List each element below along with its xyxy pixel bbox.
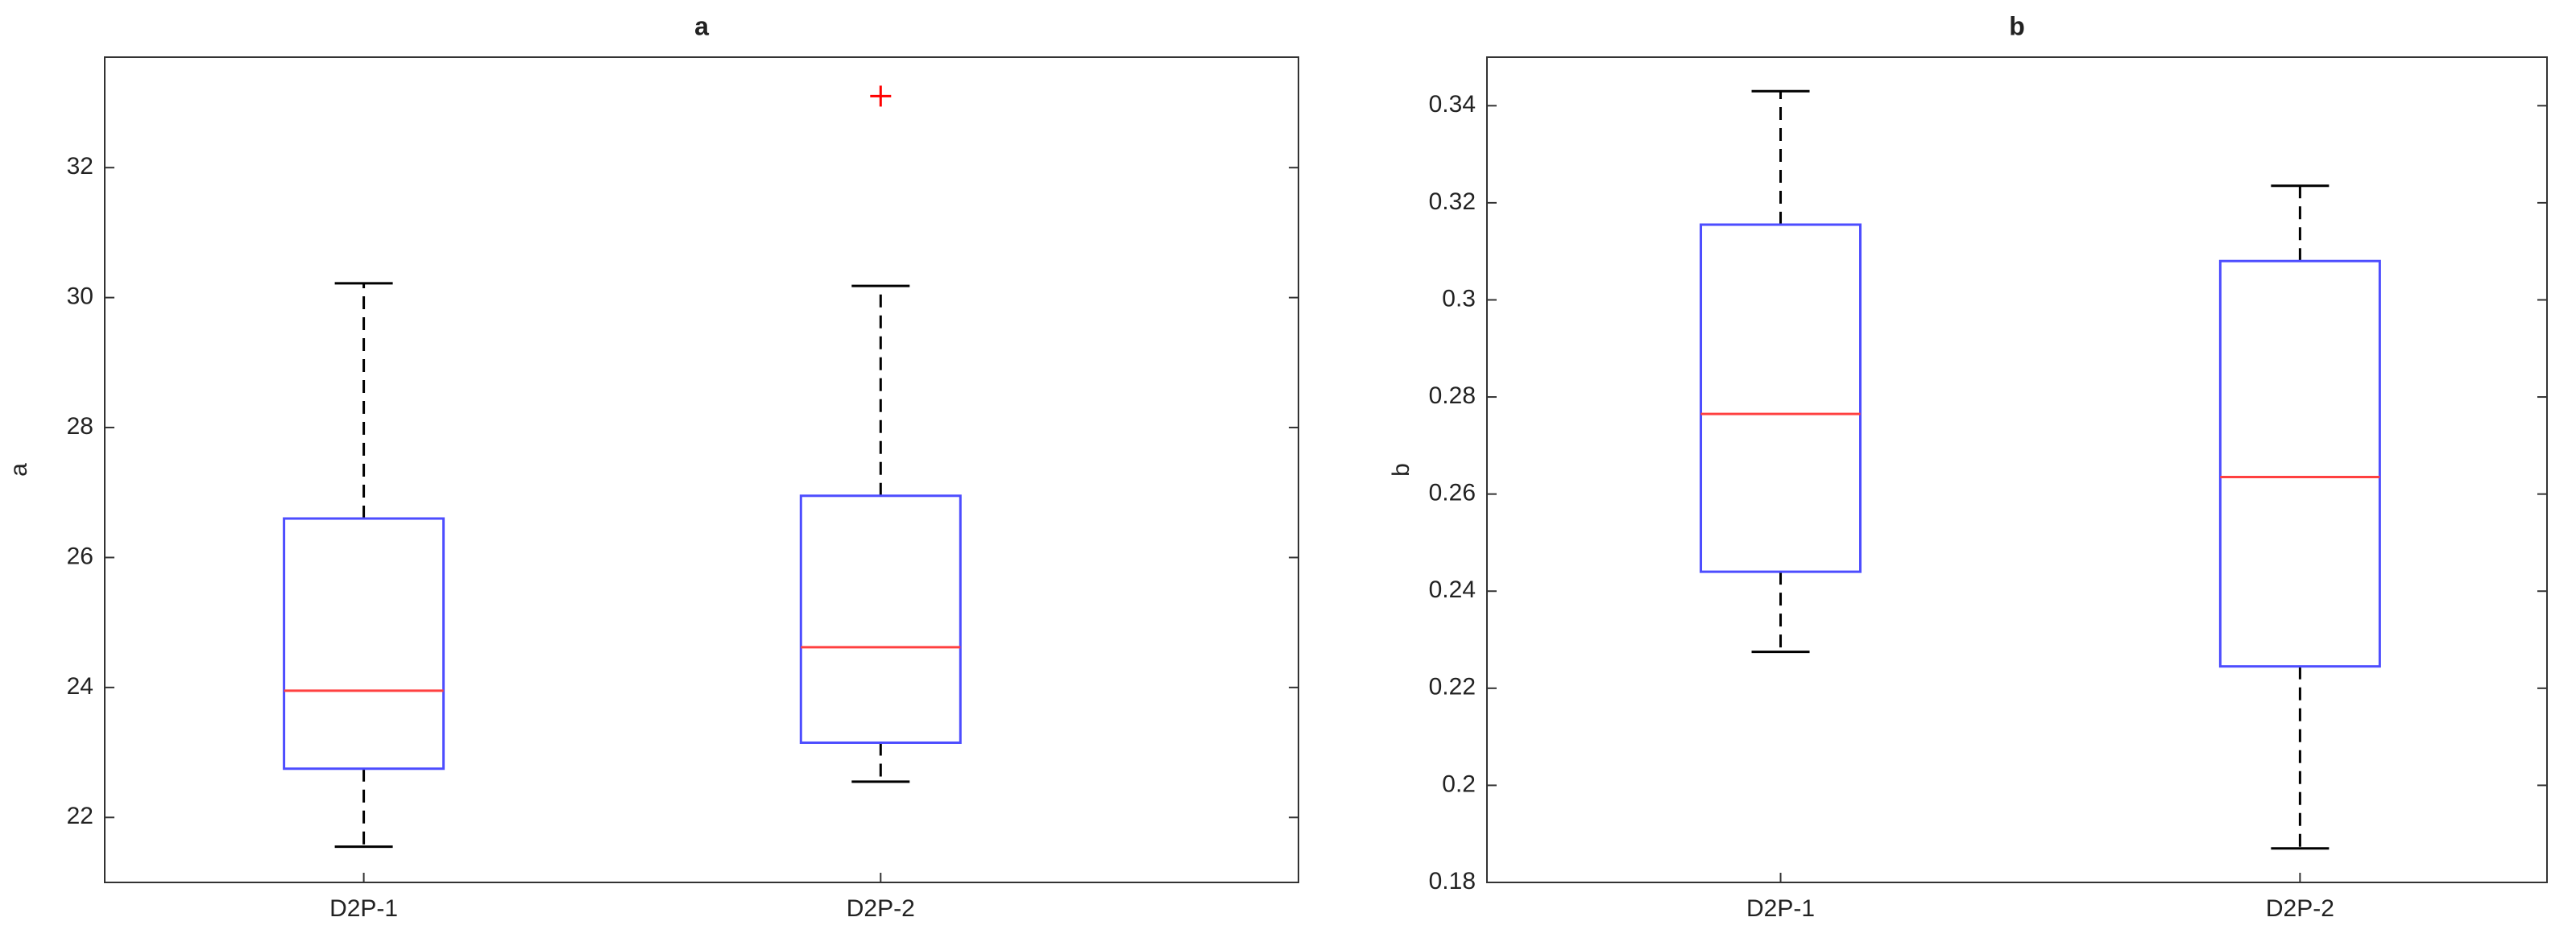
y-tick-label: 22: [67, 803, 93, 829]
y-tick-label: 0.26: [1429, 480, 1476, 506]
x-tick-label: D2P-2: [2266, 895, 2334, 922]
y-tick-label: 28: [67, 413, 93, 440]
y-axis-label: b: [1388, 463, 1414, 477]
x-tick-label: D2P-2: [847, 895, 915, 922]
box: [799, 494, 962, 744]
y-tick-label: 26: [67, 543, 93, 569]
y-tick-label: 0.34: [1429, 91, 1476, 118]
y-tick-label: 0.22: [1429, 674, 1476, 700]
chart-title: a: [694, 11, 709, 40]
y-tick-label: 24: [67, 673, 93, 700]
y-tick-label: 30: [67, 283, 93, 310]
y-tick-label: 32: [67, 153, 93, 180]
box: [283, 517, 445, 771]
outlier: [870, 85, 892, 107]
box: [2218, 259, 2381, 668]
y-tick-label: 0.2: [1442, 771, 1476, 797]
y-axis-label: a: [6, 463, 32, 477]
axes-frame: [1486, 56, 2548, 883]
y-tick-label: 0.3: [1442, 285, 1476, 312]
x-tick-label: D2P-1: [1746, 895, 1815, 922]
y-tick-label: 0.18: [1429, 868, 1476, 894]
y-tick-label: 0.28: [1429, 382, 1476, 409]
y-tick-label: 0.32: [1429, 188, 1476, 215]
y-tick-label: 0.24: [1429, 576, 1476, 603]
chart-title: b: [2009, 11, 2025, 40]
box: [1700, 223, 1862, 573]
x-tick-label: D2P-1: [329, 895, 398, 922]
axes-frame: [104, 56, 1299, 883]
